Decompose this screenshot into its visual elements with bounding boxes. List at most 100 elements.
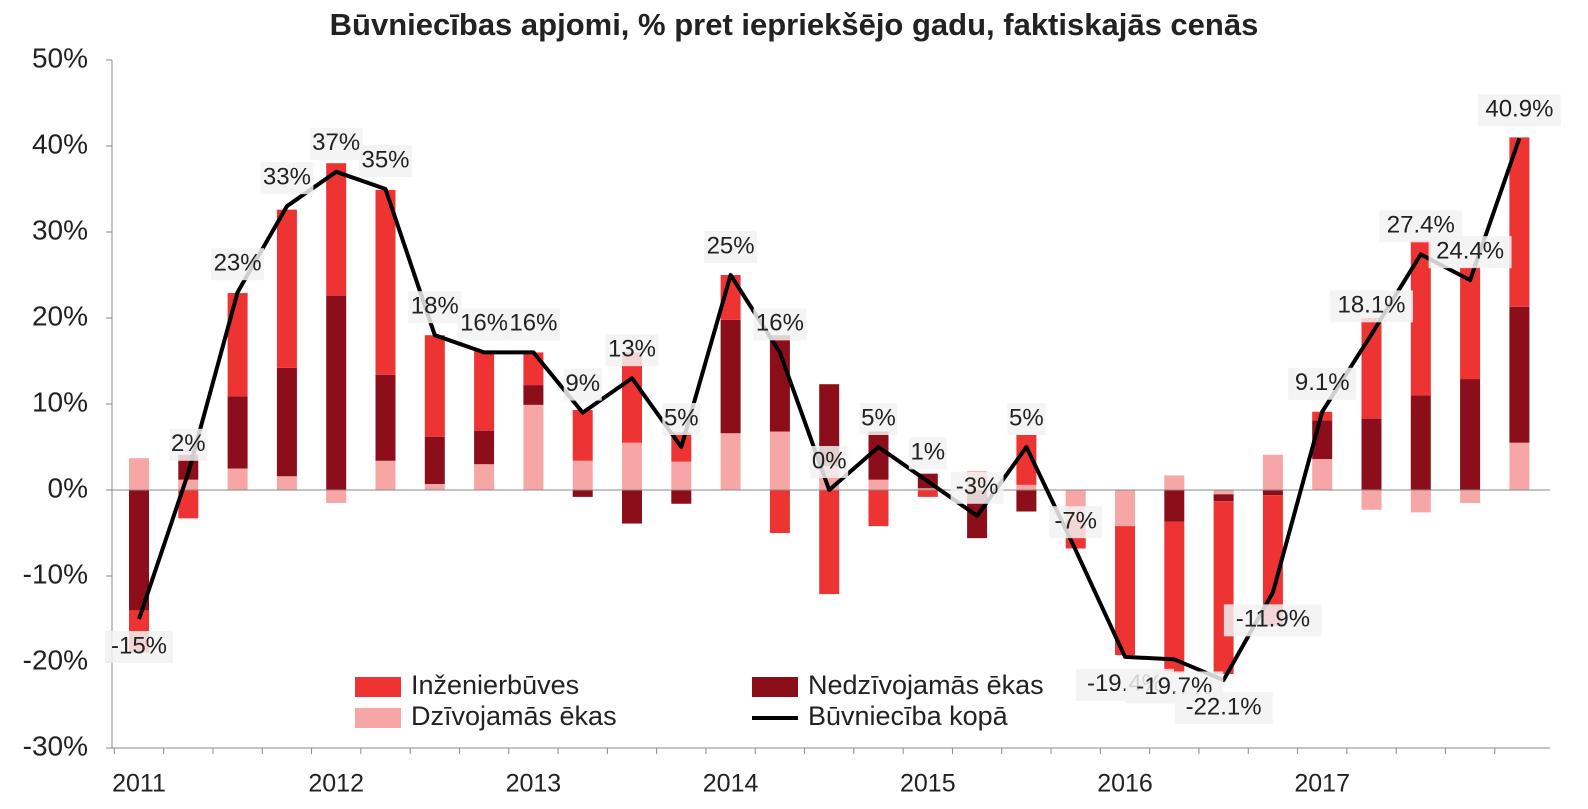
data-label-bg [260, 162, 314, 195]
data-label: 16% [756, 310, 804, 337]
data-label-bg [859, 403, 898, 435]
data-label: 5% [861, 404, 896, 431]
data-label: 0% [812, 447, 847, 474]
bar [1460, 490, 1481, 503]
bar [622, 442, 642, 490]
bar [1213, 490, 1234, 495]
data-label-bg [457, 308, 511, 341]
bar [720, 319, 741, 434]
data-label: 13% [608, 336, 656, 363]
data-label-bg [408, 291, 462, 324]
bar [1509, 137, 1530, 307]
data-label: 2% [171, 430, 206, 457]
bar [474, 350, 495, 431]
bar [424, 335, 445, 437]
bar [1213, 501, 1234, 675]
data-label-bg [211, 248, 265, 281]
y-tick-label: 10% [32, 386, 88, 417]
legend-swatch [355, 677, 401, 697]
data-label: -7% [1054, 508, 1097, 535]
data-label: 33% [263, 164, 311, 191]
data-label-bg [950, 471, 1004, 504]
bar [424, 436, 445, 484]
bar [819, 490, 840, 595]
data-label: -11.9% [1236, 606, 1310, 633]
bar [1115, 490, 1135, 527]
x-tick-label: 2011 [112, 770, 166, 798]
data-label: 16% [509, 310, 557, 337]
data-label-bg [605, 334, 659, 367]
bar [1410, 490, 1431, 513]
bar [1361, 418, 1382, 490]
bar [474, 464, 495, 490]
bar [276, 209, 297, 368]
bar [671, 461, 692, 490]
bar [178, 490, 199, 519]
data-label: 5% [664, 404, 699, 431]
bar [1262, 454, 1283, 490]
data-label-bg [359, 145, 412, 177]
bar [769, 335, 790, 432]
bar [227, 293, 248, 397]
x-tick-label: 2016 [1097, 770, 1153, 798]
data-label-bg [309, 127, 363, 160]
bar [1262, 495, 1283, 626]
data-label-bg [1428, 236, 1512, 269]
x-tick-label: 2012 [308, 770, 364, 798]
y-tick-label: -30% [23, 730, 88, 761]
bar [868, 490, 889, 527]
bar [276, 476, 297, 490]
x-tick-label: 2014 [703, 770, 759, 798]
bar [917, 488, 938, 490]
line [137, 137, 1522, 683]
chart-title: Būvniecības apjomi, % pret iepriekšējo g… [330, 7, 1259, 42]
bar [375, 374, 396, 461]
bar [523, 385, 544, 405]
y-tick-label: 30% [32, 214, 88, 245]
data-label: 9.1% [1295, 369, 1350, 396]
data-label-bg [662, 403, 701, 435]
data-label: 1% [910, 439, 945, 466]
bar [1115, 526, 1135, 656]
legend-label: Dzīvojamās ēkas [411, 701, 617, 731]
data-label: 18% [411, 293, 459, 320]
bar [572, 460, 593, 490]
x-tick-label: 2017 [1294, 770, 1350, 798]
y-tick-label: 50% [32, 42, 88, 73]
bar [523, 404, 544, 490]
legend-swatch [355, 708, 401, 728]
bar [1164, 521, 1185, 674]
bar [917, 490, 938, 497]
y-tick-label: 0% [48, 472, 88, 503]
bar [868, 431, 889, 480]
x-tick-label: 2013 [506, 770, 562, 798]
data-label: 5% [1009, 404, 1044, 431]
bar [1410, 395, 1431, 490]
bar [720, 433, 741, 490]
data-label-bg [506, 308, 560, 341]
data-label: 35% [361, 146, 409, 173]
bar [1262, 490, 1283, 496]
data-label-bg [753, 308, 807, 341]
bar [375, 460, 396, 490]
bar [1016, 490, 1037, 512]
bar [572, 490, 593, 497]
bar [375, 189, 396, 375]
data-label-bg [1174, 692, 1273, 725]
bar [276, 367, 297, 477]
bar [1460, 267, 1481, 380]
bar [622, 490, 642, 524]
data-label: -22.1% [1186, 693, 1262, 720]
data-label: 27.4% [1387, 212, 1455, 239]
bar [1509, 306, 1530, 443]
data-label-bg [908, 437, 947, 470]
data-label: 9% [565, 370, 600, 397]
bar [227, 468, 248, 490]
bar [326, 490, 347, 503]
data-label: 40.9% [1485, 96, 1553, 123]
data-label: 24.4% [1436, 238, 1504, 265]
data-label-bg [1330, 290, 1413, 323]
bar [1016, 434, 1037, 485]
y-tick-label: -20% [23, 644, 88, 675]
y-tick-label: 40% [32, 128, 88, 159]
